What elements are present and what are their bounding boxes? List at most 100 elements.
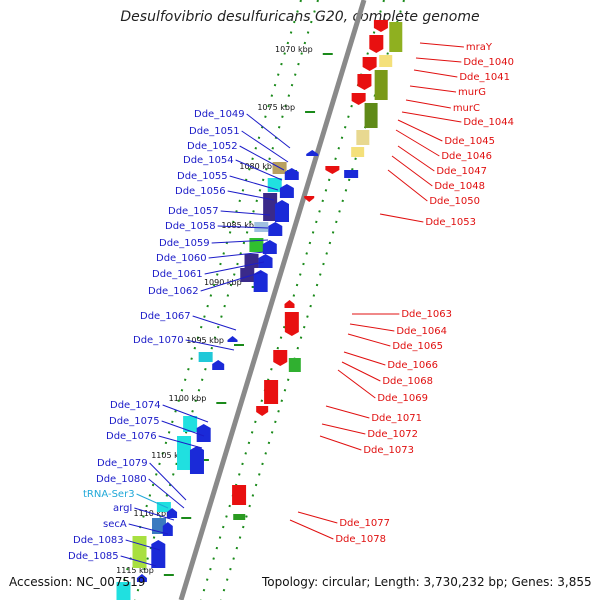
gene-label-right: Dde_1069: [377, 393, 428, 404]
gene-label-leader: [419, 42, 464, 48]
gene-label-left: secA: [103, 519, 127, 530]
gene-label-leader: [204, 261, 265, 275]
gene-label-left: Dde_1057: [168, 206, 219, 217]
gene-right-20: [232, 485, 247, 505]
gene-label-leader: [325, 405, 370, 419]
gene-label-leader: [246, 113, 291, 149]
gene-right-11: [325, 166, 340, 174]
kbp-tick-label: 1100 kbp: [169, 394, 207, 403]
gene-label-leader: [125, 539, 161, 551]
gene-label-leader: [192, 315, 237, 331]
gene-label-left: Dde_1052: [187, 141, 238, 152]
kbp-tick-label: 1115 kbp: [116, 566, 154, 575]
gene-label-right: Dde_1065: [392, 341, 443, 352]
kbp-tick-label: 1105 kbp: [151, 451, 189, 460]
gene-right-12: [344, 170, 359, 178]
gene-label-right: Dde_1048: [434, 181, 485, 192]
gene-right-8: [364, 103, 378, 128]
gene-label-right: Dde_1068: [382, 376, 433, 387]
gene-label-left: Dde_1085: [68, 551, 119, 562]
gene-label-left: Dde_1075: [109, 416, 160, 427]
gene-left-24: [152, 518, 167, 534]
gene-left-28: [136, 574, 147, 582]
gene-right-16: [273, 350, 288, 366]
gene-label-leader: [297, 511, 338, 524]
gene-left-2: [284, 168, 299, 180]
gene-label-left: Dde_1070: [133, 335, 184, 346]
gene-label-leader: [149, 462, 187, 501]
gene-left-13: [240, 268, 255, 282]
gene-label-leader: [227, 190, 275, 201]
gene-left-25: [162, 522, 173, 536]
gene-label-right: Dde_1066: [387, 360, 438, 371]
gene-label-leader: [229, 175, 279, 191]
gene-left-20: [177, 436, 192, 470]
gene-label-left: Dde_1080: [96, 474, 147, 485]
gene-label-right: Dde_1050: [429, 196, 480, 207]
gene-label-left: Dde_1062: [148, 286, 199, 297]
gene-left-3: [267, 178, 282, 192]
gene-label-right: Dde_1064: [396, 326, 447, 337]
gene-label-right: Dde_1063: [401, 309, 452, 320]
gene-label-leader: [239, 145, 285, 171]
gene-label-leader: [401, 111, 462, 123]
gene-label-leader: [200, 271, 263, 292]
kbp-tick-label: 1075 kbp: [257, 103, 295, 112]
gene-left-11: [244, 254, 259, 268]
gene-label-leader: [241, 130, 289, 163]
gene-left-7: [254, 222, 269, 232]
gene-label-leader: [387, 169, 428, 202]
gene-label-right: mraY: [466, 42, 493, 53]
gene-label-right: Dde_1073: [363, 445, 414, 456]
gene-label-left: Dde_1058: [165, 221, 216, 232]
gene-label-right: Dde_1045: [444, 136, 495, 147]
gene-label-leader: [217, 225, 269, 229]
gene-right-2: [362, 57, 377, 71]
gene-label-right: Dde_1047: [436, 166, 487, 177]
gene-label-leader: [158, 435, 203, 449]
gene-label-leader: [337, 369, 376, 399]
gene-right-7: [374, 70, 388, 100]
gene-right-17: [288, 358, 301, 372]
kbp-tick-label: 1080 kbp: [239, 162, 277, 171]
gene-label-left: Dde_1051: [189, 126, 240, 137]
gene-label-right: Dde_1053: [425, 217, 476, 228]
gene-label-leader: [405, 99, 451, 109]
gene-label-leader: [136, 493, 169, 509]
gene-right-14: [284, 300, 295, 308]
gene-right-21: [233, 514, 246, 520]
gene-label-left: Dde_1059: [159, 238, 210, 249]
gene-label-left: argI: [113, 503, 132, 514]
gene-right-6: [379, 55, 393, 67]
gene-label-right: Dde_1077: [339, 518, 390, 529]
gene-label-leader: [134, 507, 175, 521]
gene-label-left: Dde_1054: [183, 155, 234, 166]
backbone-highlight: [184, 0, 369, 600]
gene-right-4: [351, 93, 366, 105]
gene-right-10: [351, 147, 365, 157]
gene-label-left: Dde_1074: [110, 400, 161, 411]
gene-left-8: [268, 222, 283, 236]
gene-label-leader: [395, 129, 440, 157]
gene-label-leader: [391, 155, 433, 187]
gene-right-1: [369, 35, 384, 53]
gene-label-leader: [289, 519, 334, 540]
gene-left-9: [249, 238, 264, 252]
gene-left-4: [279, 184, 294, 198]
gene-label-right: Dde_1041: [459, 72, 510, 83]
gene-right-15: [284, 312, 299, 336]
gene-label-leader: [162, 404, 209, 423]
gene-left-19: [196, 424, 211, 442]
gene-left-29: [116, 582, 131, 600]
gene-label-right: Dde_1071: [371, 413, 422, 424]
gene-label-right: Dde_1040: [463, 57, 514, 68]
gene-label-left: Dde_1055: [177, 171, 228, 182]
gene-label-left: Dde_1083: [73, 535, 124, 546]
gene-label-leader: [379, 213, 424, 223]
gene-label-leader: [211, 239, 269, 244]
gene-label-left: Dde_1067: [140, 311, 191, 322]
gene-label-left: Dde_1076: [106, 431, 157, 442]
gene-label-leader: [409, 85, 457, 93]
